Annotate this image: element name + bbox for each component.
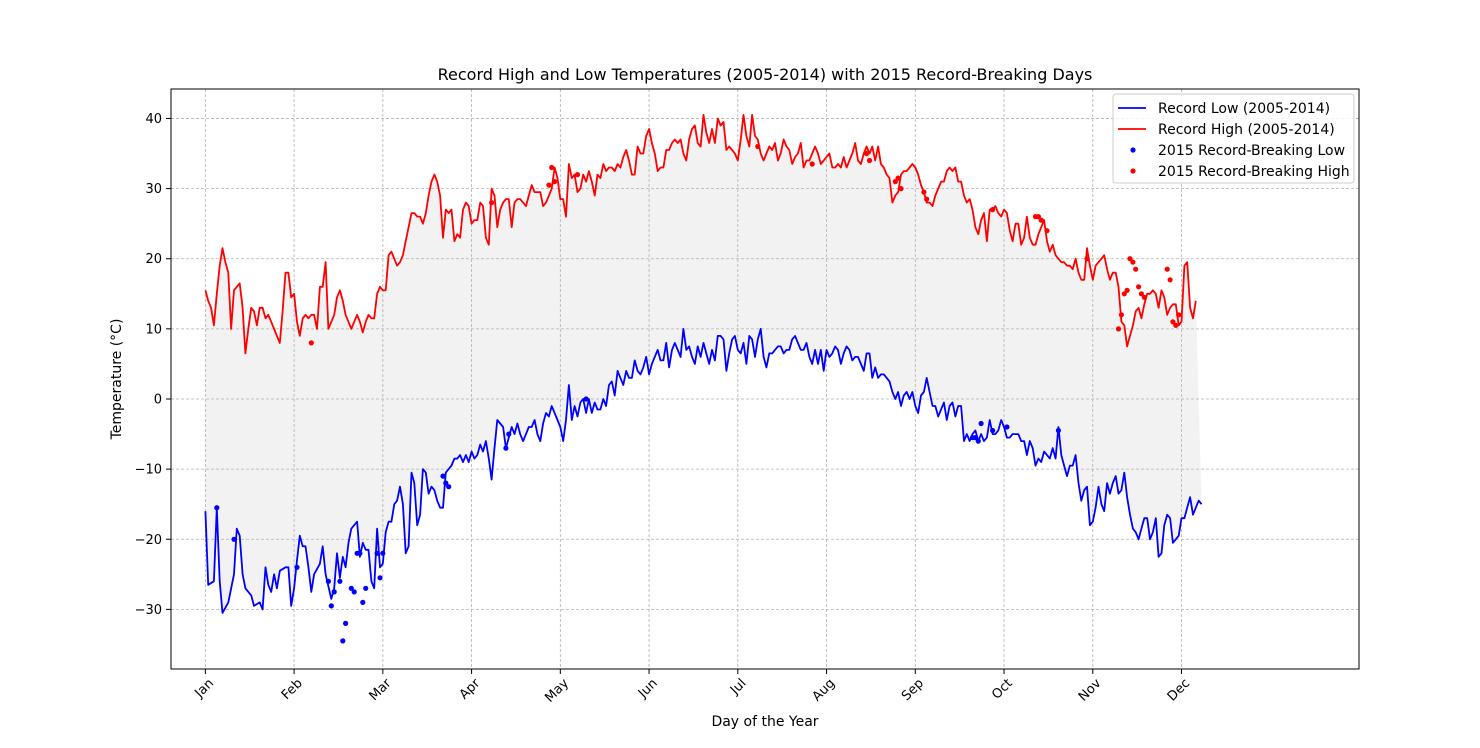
record-breaking-low-point <box>328 603 334 609</box>
record-breaking-high-point <box>1141 294 1147 300</box>
record-breaking-high-point <box>1164 266 1170 272</box>
y-tick-label: 30 <box>145 182 162 197</box>
legend-box <box>1112 93 1355 184</box>
y-axis: −30 −20 −10 0 10 20 30 40 <box>135 112 171 618</box>
record-breaking-high-point <box>1136 284 1142 290</box>
record-breaking-low-point <box>231 536 237 542</box>
record-breaking-high-point <box>1133 266 1139 272</box>
record-breaking-high-point <box>895 175 901 181</box>
record-breaking-low-point <box>1004 424 1010 430</box>
record-breaking-low-point <box>506 431 512 437</box>
record-breaking-low-point <box>440 473 446 479</box>
legend-entry-label: 2015 Record-Breaking Low <box>1158 143 1345 159</box>
y-tick-label: 40 <box>145 112 162 127</box>
y-tick-label: −30 <box>135 603 162 618</box>
legend-entry-label: 2015 Record-Breaking High <box>1158 164 1350 180</box>
y-tick-label: 20 <box>145 252 162 267</box>
record-breaking-high-point <box>1044 228 1050 234</box>
legend-marker-swatch <box>1130 147 1136 153</box>
legend-marker-swatch <box>1130 168 1136 174</box>
record-breaking-high-point <box>552 179 558 185</box>
record-breaking-high-point <box>1038 217 1044 223</box>
record-breaking-high-point <box>755 143 761 150</box>
record-breaking-low-point <box>1055 427 1061 434</box>
chart-title: Record High and Low Temperatures (2005-2… <box>438 65 1093 84</box>
record-breaking-high-point <box>1115 326 1122 332</box>
y-tick-label: 10 <box>145 322 162 337</box>
record-breaking-high-point <box>1084 256 1090 262</box>
record-breaking-low-point <box>357 550 363 556</box>
record-breaking-low-point <box>380 550 386 556</box>
record-breaking-high-point <box>1176 312 1182 318</box>
record-breaking-low-point <box>443 480 449 486</box>
record-breaking-high-point <box>489 200 495 206</box>
record-breaking-low-point <box>503 445 509 451</box>
record-breaking-low-point <box>331 589 337 595</box>
series-layer <box>204 114 1203 644</box>
fill-between-band <box>205 114 1202 613</box>
record-breaking-low-point <box>360 599 366 606</box>
record-breaking-low-point <box>337 578 343 584</box>
record-breaking-high-point <box>549 164 555 171</box>
record-breaking-high-point <box>1170 319 1176 325</box>
plot-frame <box>170 88 1360 670</box>
record-breaking-high-point <box>1035 214 1041 220</box>
record-breaking-low-point <box>325 578 331 584</box>
record-breaking-low-point <box>972 435 979 441</box>
record-breaking-low-point <box>351 589 357 595</box>
y-tick-label: −20 <box>135 533 162 548</box>
record-breaking-low-point <box>294 564 300 570</box>
legend: Record Low (2005-2014) Record High (2005-… <box>1112 93 1355 184</box>
record-breaking-high-point <box>1121 291 1127 297</box>
record-breaking-high-point <box>809 161 815 167</box>
record-breaking-low-point <box>377 575 383 581</box>
record-breaking-high-point <box>308 340 314 346</box>
record-breaking-high-point <box>1138 291 1144 297</box>
record-breaking-high-point <box>574 172 581 178</box>
record-breaking-low-point <box>343 620 349 627</box>
record-breaking-high-point <box>990 207 996 213</box>
record-breaking-low-point <box>348 585 354 591</box>
record-breaking-low-point <box>374 550 380 556</box>
record-breaking-high-point <box>1118 312 1124 318</box>
series-line-record-high <box>204 114 1197 355</box>
legend-entry-label: Record Low (2005-2014) <box>1158 101 1330 117</box>
record-breaking-low-point <box>340 638 346 644</box>
record-breaking-high-point <box>892 179 898 185</box>
record-breaking-low-point <box>990 427 996 434</box>
y-tick-label: 0 <box>154 392 162 407</box>
legend-entry-label: Record High (2005-2014) <box>1158 122 1335 138</box>
x-axis-label: Day of the Year <box>711 714 818 730</box>
record-breaking-high-point <box>1127 256 1133 262</box>
record-breaking-low-point <box>446 484 452 490</box>
record-breaking-high-point <box>924 196 930 202</box>
series-line-record-low <box>204 327 1203 614</box>
record-breaking-low-point <box>214 505 220 511</box>
record-breaking-high-point <box>864 150 870 157</box>
record-breaking-high-point <box>898 186 904 192</box>
record-breaking-low-point <box>975 438 981 444</box>
record-breaking-low-point <box>978 420 984 427</box>
record-breaking-high-point <box>1124 287 1130 293</box>
record-breaking-high-point <box>866 157 873 164</box>
y-tick-label: −10 <box>135 463 162 478</box>
record-breaking-low-point <box>363 585 369 591</box>
record-breaking-high-point <box>546 182 552 188</box>
y-axis-label: Temperature (°C) <box>109 319 125 441</box>
record-breaking-high-point <box>921 189 927 195</box>
record-breaking-high-point <box>1167 277 1173 283</box>
record-breaking-high-point <box>1130 259 1136 265</box>
record-breaking-low-point <box>583 396 589 402</box>
plot-area <box>170 88 1360 670</box>
record-breaking-high-point <box>1173 322 1179 328</box>
